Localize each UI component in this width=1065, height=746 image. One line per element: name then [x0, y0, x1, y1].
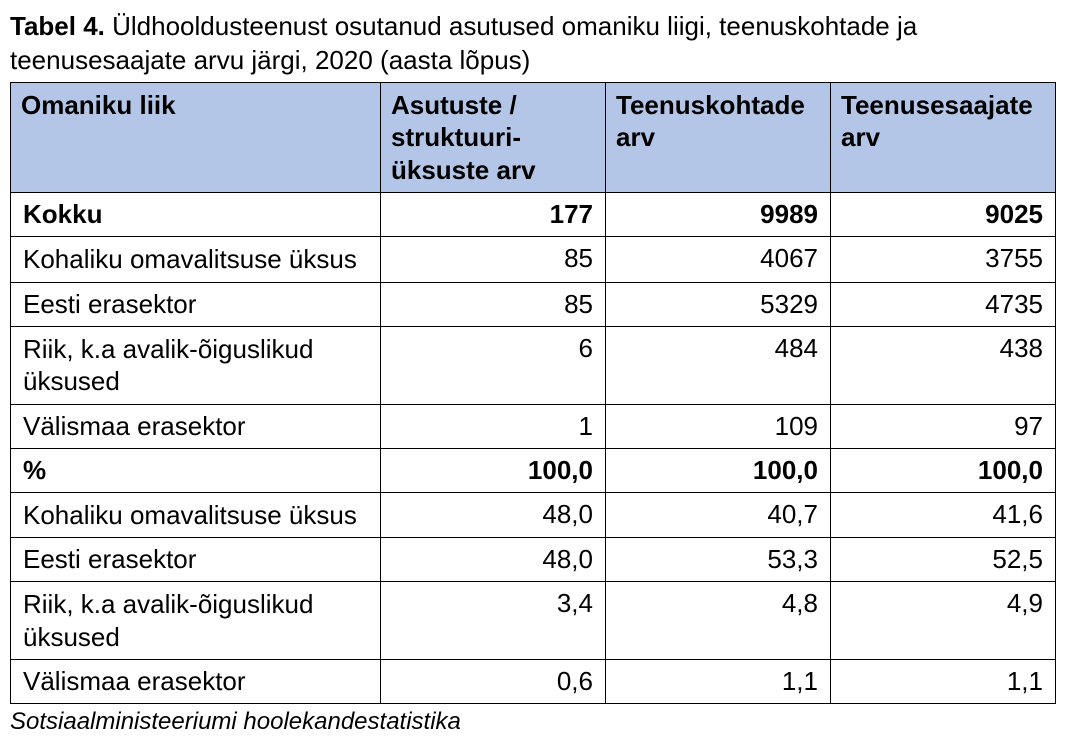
cell-value: 4,9	[831, 582, 1056, 660]
table-number: Tabel 4.	[10, 11, 105, 41]
table-body: Kokku 177 9989 9025 Kohaliku omavalitsus…	[11, 193, 1056, 704]
cell-value: 9989	[606, 193, 831, 237]
cell-value: 3,4	[381, 582, 606, 660]
row-label: Eesti erasektor	[11, 282, 381, 326]
cell-value: 6	[381, 326, 606, 404]
col-header-places: Teenuskohtade arv	[606, 82, 831, 193]
cell-value: 4,8	[606, 582, 831, 660]
table-row: Riik, k.a avalik-õiguslikud üksused 3,4 …	[11, 582, 1056, 660]
cell-value: 484	[606, 326, 831, 404]
table-row: % 100,0 100,0 100,0	[11, 448, 1056, 492]
cell-value: 85	[381, 237, 606, 283]
cell-value: 100,0	[831, 448, 1056, 492]
table-title: Üldhooldusteenust osutanud asutused oman…	[10, 11, 917, 75]
row-label: Eesti erasektor	[11, 538, 381, 582]
col-header-owner: Omaniku liik	[11, 82, 381, 193]
table-caption: Tabel 4. Üldhooldusteenust osutanud asut…	[10, 10, 1055, 78]
row-label: Riik, k.a avalik-õiguslikud üksused	[11, 582, 381, 660]
cell-value: 85	[381, 282, 606, 326]
row-label: Kohaliku omavalitsuse üksus	[11, 237, 381, 283]
source-note: Sotsiaalministeeriumi hoolekandestatisti…	[10, 708, 1055, 736]
cell-value: 5329	[606, 282, 831, 326]
cell-value: 1,1	[831, 660, 1056, 704]
row-label: Kohaliku omavalitsuse üksus	[11, 492, 381, 538]
cell-value: 41,6	[831, 492, 1056, 538]
row-label: Välismaa erasektor	[11, 404, 381, 448]
row-label: Riik, k.a avalik-õiguslikud üksused	[11, 326, 381, 404]
cell-value: 3755	[831, 237, 1056, 283]
table-header-row: Omaniku liik Asutuste / struktuuri-üksus…	[11, 82, 1056, 193]
cell-value: 109	[606, 404, 831, 448]
cell-value: 48,0	[381, 492, 606, 538]
cell-value: 53,3	[606, 538, 831, 582]
table-row: Kohaliku omavalitsuse üksus 48,0 40,7 41…	[11, 492, 1056, 538]
row-label: Kokku	[11, 193, 381, 237]
cell-value: 4067	[606, 237, 831, 283]
table-row: Kokku 177 9989 9025	[11, 193, 1056, 237]
cell-value: 100,0	[381, 448, 606, 492]
row-label: Välismaa erasektor	[11, 660, 381, 704]
cell-value: 97	[831, 404, 1056, 448]
table-row: Eesti erasektor 48,0 53,3 52,5	[11, 538, 1056, 582]
cell-value: 4735	[831, 282, 1056, 326]
cell-value: 52,5	[831, 538, 1056, 582]
cell-value: 1,1	[606, 660, 831, 704]
cell-value: 438	[831, 326, 1056, 404]
cell-value: 0,6	[381, 660, 606, 704]
cell-value: 100,0	[606, 448, 831, 492]
table-row: Kohaliku omavalitsuse üksus 85 4067 3755	[11, 237, 1056, 283]
cell-value: 177	[381, 193, 606, 237]
cell-value: 48,0	[381, 538, 606, 582]
data-table: Omaniku liik Asutuste / struktuuri-üksus…	[10, 82, 1056, 705]
col-header-clients: Teenusesaajate arv	[831, 82, 1056, 193]
row-label: %	[11, 448, 381, 492]
cell-value: 1	[381, 404, 606, 448]
cell-value: 9025	[831, 193, 1056, 237]
table-row: Välismaa erasektor 1 109 97	[11, 404, 1056, 448]
table-row: Riik, k.a avalik-õiguslikud üksused 6 48…	[11, 326, 1056, 404]
col-header-institutions: Asutuste / struktuuri-üksuste arv	[381, 82, 606, 193]
table-row: Eesti erasektor 85 5329 4735	[11, 282, 1056, 326]
table-row: Välismaa erasektor 0,6 1,1 1,1	[11, 660, 1056, 704]
cell-value: 40,7	[606, 492, 831, 538]
